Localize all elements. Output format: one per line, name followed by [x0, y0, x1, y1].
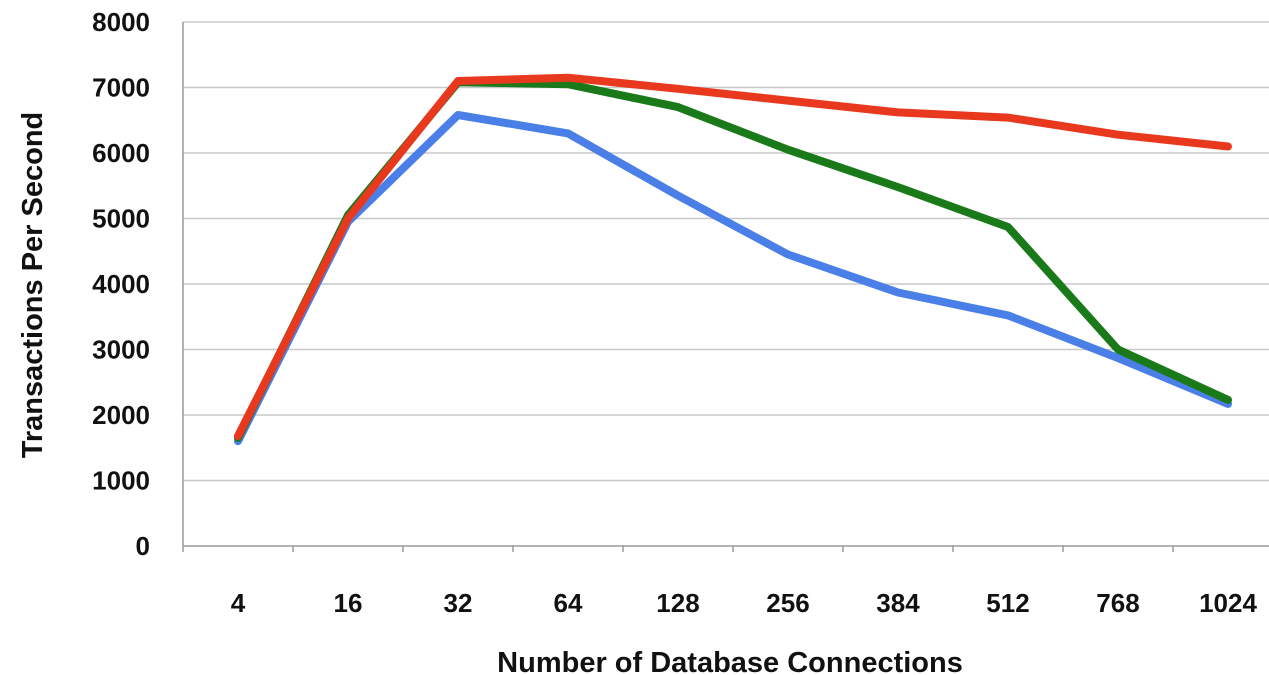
series-lines — [234, 73, 1232, 446]
x-tick-label: 384 — [876, 588, 920, 618]
x-axis-title: Number of Database Connections — [497, 647, 963, 675]
y-tick-label: 2000 — [92, 400, 150, 430]
x-tick-label: 64 — [554, 588, 583, 618]
series-line-3 — [234, 73, 1232, 440]
x-tick-label: 4 — [231, 588, 246, 618]
y-tick-label: 4000 — [92, 269, 150, 299]
y-tick-label: 3000 — [92, 335, 150, 365]
y-tick-label: 5000 — [92, 204, 150, 234]
series-line-1 — [234, 111, 1232, 446]
x-tick-label: 16 — [334, 588, 363, 618]
y-tick-label: 0 — [136, 531, 150, 561]
axes — [182, 22, 1269, 552]
x-tick-label: 1024 — [1199, 588, 1257, 618]
x-tick-label: 256 — [766, 588, 809, 618]
x-tick-label: 32 — [444, 588, 473, 618]
x-tick-label: 768 — [1096, 588, 1139, 618]
y-tick-label: 8000 — [92, 7, 150, 37]
y-tick-label: 7000 — [92, 73, 150, 103]
series-line-2 — [234, 78, 1232, 442]
x-tick-label: 128 — [656, 588, 699, 618]
y-tick-label: 1000 — [92, 466, 150, 496]
y-tick-label: 6000 — [92, 138, 150, 168]
y-tick-labels: 0 1000 2000 3000 4000 5000 6000 7000 8000 — [92, 7, 150, 561]
x-tick-labels: 4 16 32 64 128 256 384 512 768 1024 — [231, 588, 1258, 618]
y-axis-title: Transactions Per Second — [17, 112, 49, 459]
x-tick-label: 512 — [986, 588, 1029, 618]
